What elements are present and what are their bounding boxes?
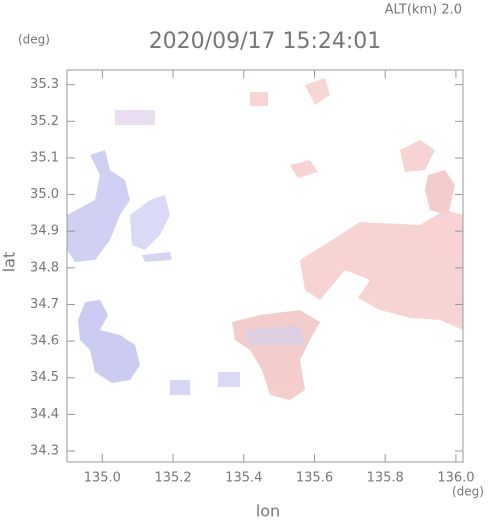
y-tick-label: 34.8 — [30, 260, 59, 275]
echo-blob — [250, 92, 268, 106]
y-tick-label: 34.5 — [30, 370, 59, 385]
altitude-annotation: ALT(km) 2.0 — [385, 3, 462, 18]
x-tick-label: 135.4 — [225, 471, 262, 486]
x-unit: (deg) — [452, 485, 484, 499]
echo-blob — [115, 110, 155, 125]
y-tick-label: 34.3 — [30, 444, 59, 459]
echo-blob — [300, 210, 463, 330]
echo-blob — [130, 195, 170, 250]
x-tick-label: 135.6 — [296, 471, 333, 486]
y-tick-label: 34.4 — [30, 407, 59, 422]
x-tick-label: 136.0 — [437, 471, 474, 486]
y-unit: (deg) — [18, 33, 50, 47]
echo-blob — [245, 325, 305, 345]
y-tick-label: 34.7 — [30, 297, 59, 312]
echo-field — [67, 78, 463, 400]
y-tick-label: 34.9 — [30, 224, 59, 239]
x-tick-label: 135.2 — [154, 471, 191, 486]
y-tick-label: 35.2 — [30, 114, 59, 129]
echo-blob — [400, 140, 435, 172]
echo-blob — [425, 170, 455, 215]
plot-frame — [66, 69, 464, 463]
echo-blob — [170, 380, 190, 395]
x-tick-label: 135.0 — [84, 471, 121, 486]
echo-blob — [67, 150, 130, 262]
y-tick-label: 35.0 — [30, 187, 59, 202]
y-axis-label: lat — [0, 252, 19, 273]
echo-blob — [232, 310, 320, 400]
echo-blob — [290, 160, 318, 178]
y-tick-label: 34.6 — [30, 334, 59, 349]
x-axis-label: lon — [256, 502, 280, 521]
y-tick-label: 35.3 — [30, 77, 59, 92]
echo-blob — [305, 78, 330, 105]
echo-blob — [218, 372, 240, 387]
echo-blob — [78, 300, 140, 383]
y-tick-label: 35.1 — [30, 150, 59, 165]
echo-blob — [142, 252, 172, 262]
x-tick-label: 135.8 — [367, 471, 404, 486]
chart-title: 2020/09/17 15:24:01 — [149, 29, 382, 54]
